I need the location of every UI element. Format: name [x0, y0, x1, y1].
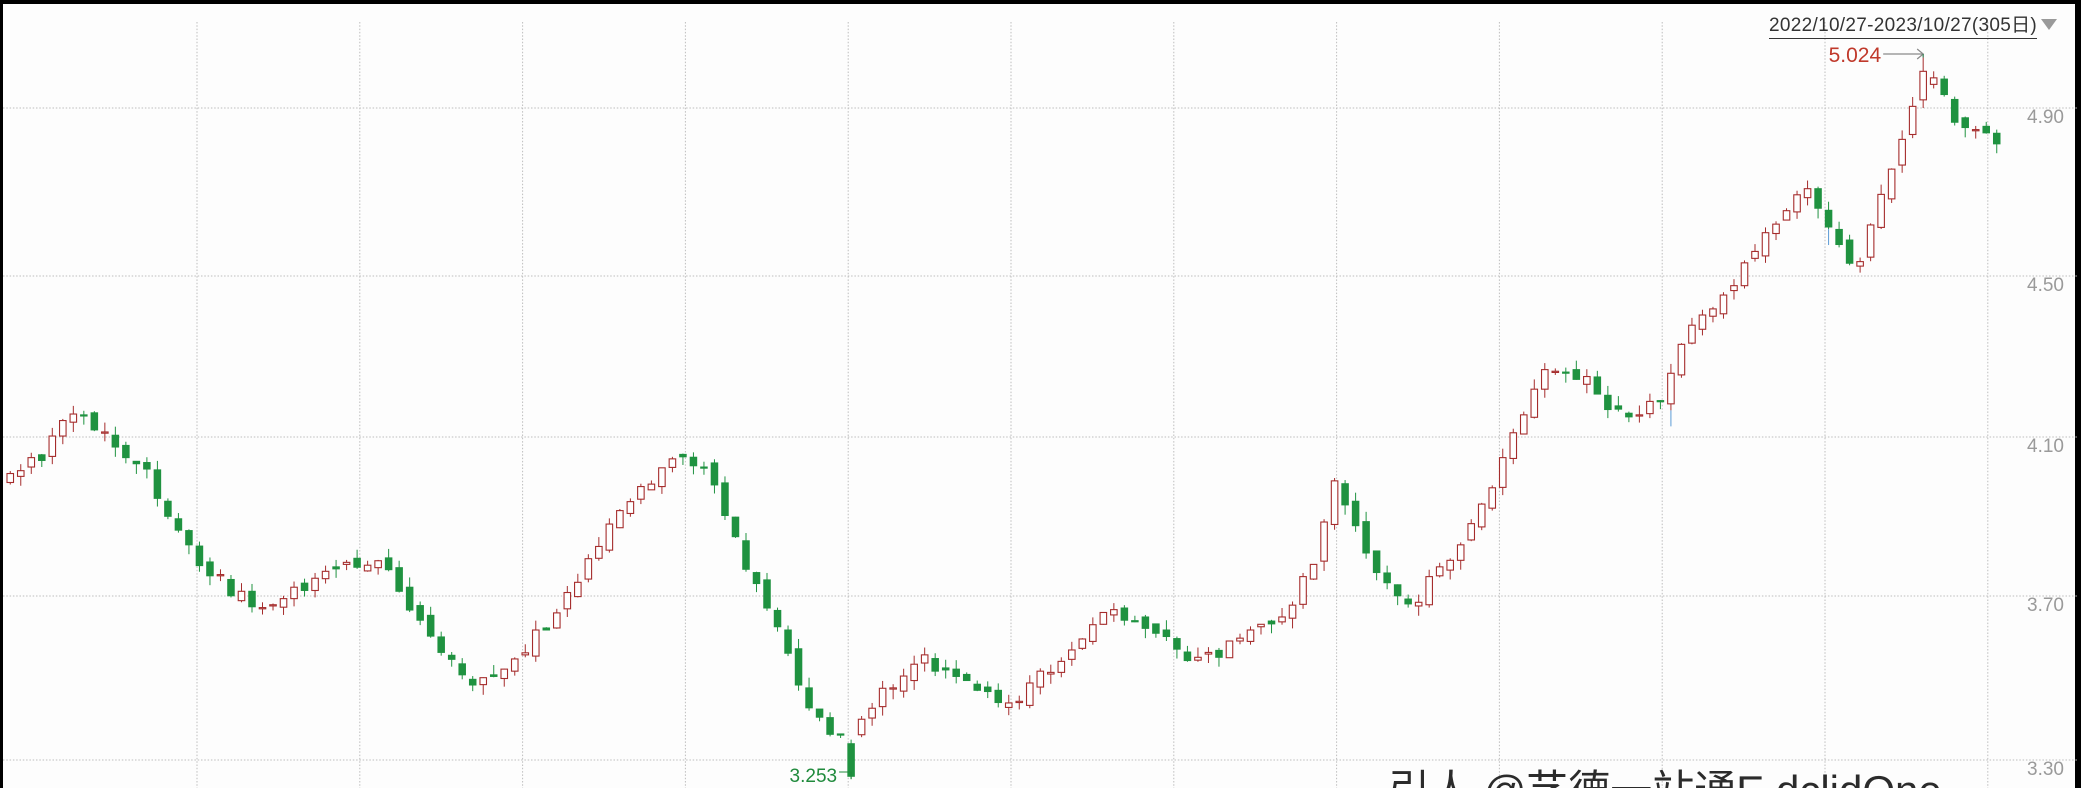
- svg-text:5.024: 5.024: [1829, 44, 1882, 67]
- svg-text:3.253: 3.253: [790, 766, 838, 787]
- svg-text:3.70: 3.70: [2027, 595, 2064, 616]
- svg-text:4.50: 4.50: [2027, 275, 2064, 296]
- svg-text:3.30: 3.30: [2027, 759, 2064, 780]
- svg-text:4.90: 4.90: [2027, 107, 2064, 128]
- svg-text:4.10: 4.10: [2027, 436, 2064, 457]
